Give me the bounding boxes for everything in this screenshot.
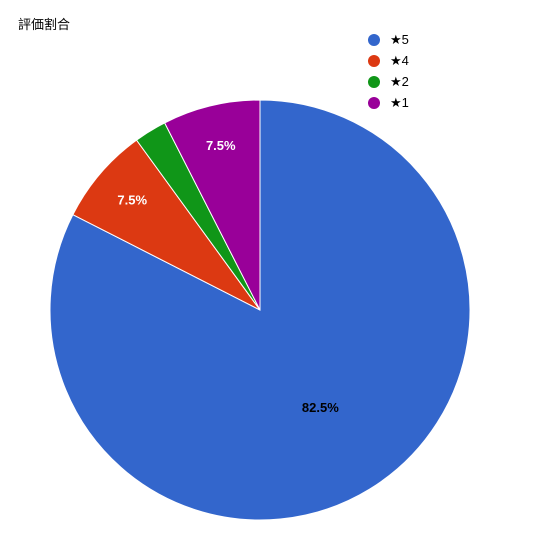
pie-svg: 82.5% 7.5% 7.5% (0, 0, 540, 540)
slice-percent-label: 7.5% (206, 138, 236, 153)
slice-percent-label: 82.5% (302, 400, 339, 415)
pie-chart: 評価割合 ★5★4★2★1 82.5%7.5%7.5% (0, 0, 540, 540)
slice-percent-label: 7.5% (117, 192, 147, 207)
